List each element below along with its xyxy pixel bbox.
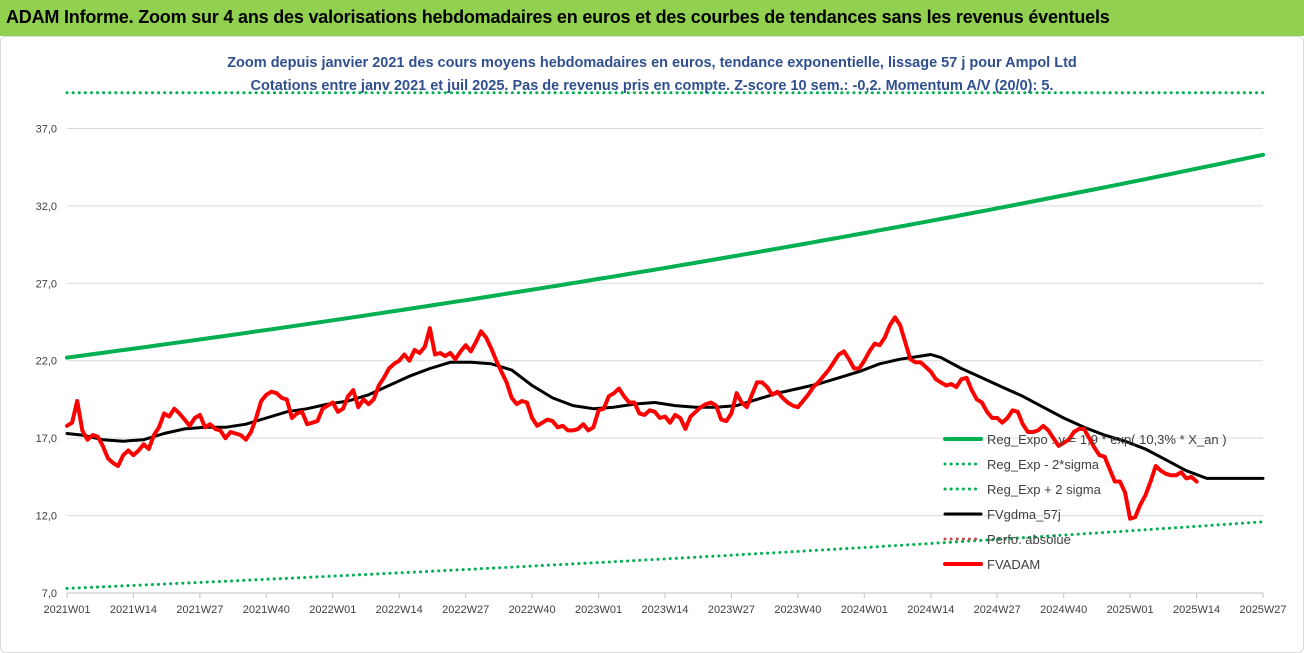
legend-label: Reg_Exp + 2 sigma (987, 482, 1102, 497)
chart-title-line: Zoom depuis janvier 2021 des cours moyen… (227, 55, 1077, 71)
series-line (65, 315, 1199, 521)
legend-label: Reg_Expo : y = 1,9 * exp( 10,3% * X_an ) (987, 432, 1227, 447)
x-tick-label: 2025W27 (1239, 604, 1286, 616)
chart-frame: 7,0 12,0 17,0 22,0 27,0 32,0 37,0 2021W01 2021W1… (0, 36, 1304, 653)
x-tick-label: 2024W27 (974, 604, 1021, 616)
legend-label: FVgdma_57j (987, 507, 1061, 522)
price-chart: 7,0 12,0 17,0 22,0 27,0 32,0 37,0 2021W01 2021W1… (36, 55, 1287, 616)
x-tick-label: 2024W14 (907, 604, 954, 616)
x-tick-label: 2025W01 (1107, 604, 1154, 616)
axes: 7,0 12,0 17,0 22,0 27,0 32,0 37,0 2021W01 2021W1… (36, 123, 1287, 616)
grid-lines (67, 127, 1263, 594)
y-tick-label: 12,0 (36, 511, 57, 523)
x-tick-label: 2021W01 (43, 604, 90, 616)
series (65, 91, 1265, 590)
series-line (65, 152, 1265, 360)
y-tick-label: 37,0 (36, 123, 57, 135)
x-tick-label: 2023W40 (774, 604, 821, 616)
x-tick-label: 2024W01 (841, 604, 888, 616)
y-tick-label: 27,0 (36, 278, 57, 290)
chart-title: Zoom depuis janvier 2021 des cours moyen… (227, 55, 1077, 94)
x-tick-label: 2023W14 (641, 604, 688, 616)
legend-label: Perfo. absolue (987, 532, 1071, 547)
x-tick-label: 2023W01 (575, 604, 622, 616)
series-line (65, 353, 1265, 480)
x-tick-label: 2024W40 (1040, 604, 1087, 616)
legend-label: FVADAM (987, 557, 1040, 572)
x-tick-label: 2022W14 (376, 604, 423, 616)
x-tick-label: 2021W14 (110, 604, 157, 616)
legend: Reg_Expo : y = 1,9 * exp( 10,3% * X_an )… (943, 432, 1227, 572)
x-tick-label: 2025W14 (1173, 604, 1220, 616)
x-tick-label: 2021W40 (243, 604, 290, 616)
y-tick-label: 7,0 (42, 588, 57, 600)
x-tick-label: 2022W40 (509, 604, 556, 616)
x-tick-label: 2022W27 (442, 604, 489, 616)
report-banner-title: ADAM Informe. Zoom sur 4 ans des valoris… (6, 7, 1110, 27)
report-banner: ADAM Informe. Zoom sur 4 ans des valoris… (0, 0, 1304, 36)
x-tick-label: 2021W27 (176, 604, 223, 616)
y-tick-label: 32,0 (36, 201, 57, 213)
x-tick-label: 2022W01 (309, 604, 356, 616)
y-tick-label: 17,0 (36, 433, 57, 445)
legend-label: Reg_Exp - 2*sigma (987, 457, 1100, 472)
chart-title-line: Cotations entre janv 2021 et juil 2025. … (251, 78, 1054, 94)
y-tick-label: 22,0 (36, 356, 57, 368)
x-tick-label: 2023W27 (708, 604, 755, 616)
series-line (65, 520, 1265, 590)
